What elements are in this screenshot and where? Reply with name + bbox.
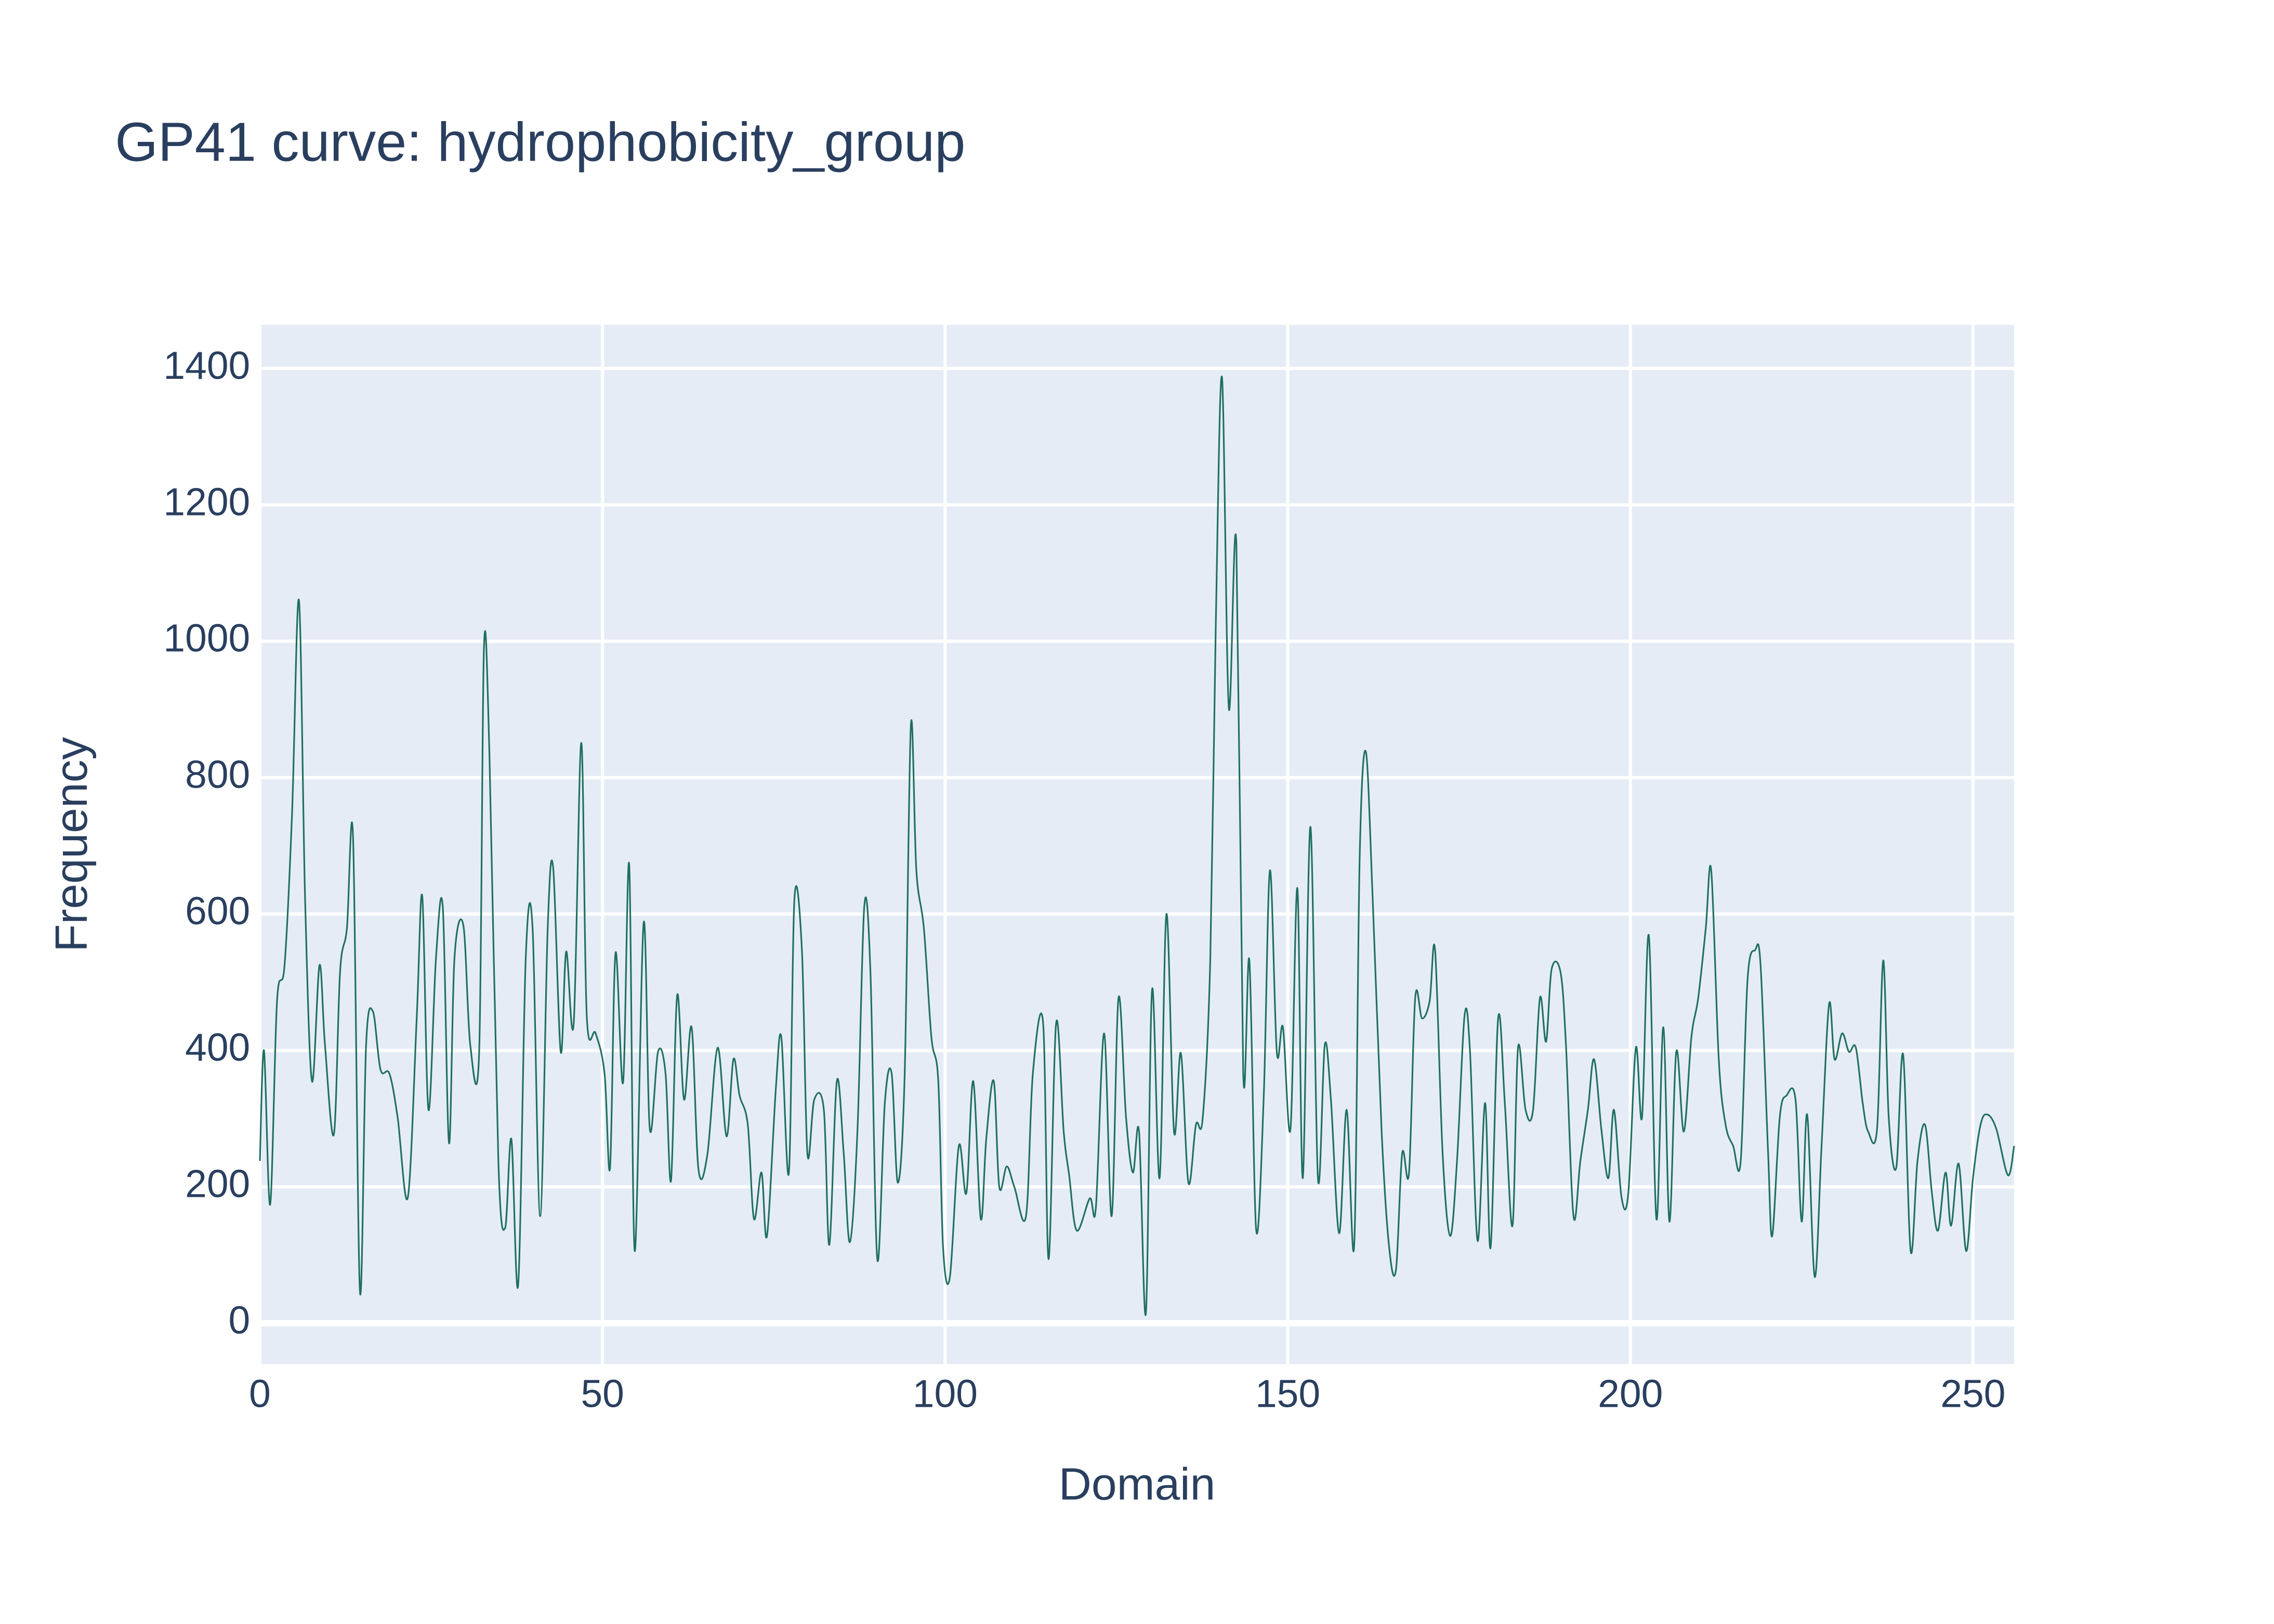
line-series	[259, 375, 2015, 1316]
x-tick-label: 50	[581, 1371, 624, 1415]
y-axis-title: Frequency	[46, 737, 97, 952]
x-tick-label: 100	[913, 1371, 978, 1415]
x-tick-label: 150	[1255, 1371, 1320, 1415]
y-tick-label: 0	[229, 1298, 251, 1342]
y-tick-label: 800	[185, 752, 250, 796]
x-tick-label: 0	[249, 1371, 271, 1415]
plot-area	[260, 325, 2014, 1364]
y-tick-label: 400	[185, 1025, 250, 1069]
y-tick-label: 200	[185, 1162, 250, 1206]
chart-title: GP41 curve: hydrophobicity_group	[115, 111, 965, 173]
x-axis-title: Domain	[1059, 1459, 1216, 1510]
x-tick-label: 200	[1598, 1371, 1663, 1415]
y-tick-label: 1200	[163, 480, 250, 523]
y-tick-label: 1400	[163, 344, 250, 387]
y-tick-label: 1000	[163, 616, 250, 660]
x-tick-label: 250	[1940, 1371, 2005, 1415]
y-tick-label: 600	[185, 889, 250, 933]
